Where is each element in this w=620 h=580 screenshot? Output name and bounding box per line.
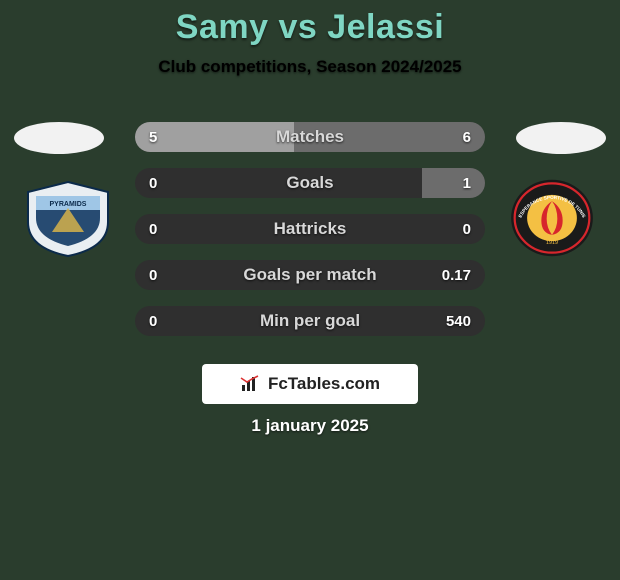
stat-label: Hattricks: [135, 214, 485, 244]
stat-row: 01Goals: [135, 168, 485, 198]
badge-left-text: PYRAMIDS: [50, 201, 87, 208]
player-left-oval: [14, 122, 104, 154]
badge-right-year: 1919: [546, 240, 558, 246]
player-right-oval: [516, 122, 606, 154]
infographic-root: Samy vs Jelassi Club competitions, Seaso…: [0, 0, 620, 580]
stat-label: Min per goal: [135, 306, 485, 336]
date-text: 1 january 2025: [0, 416, 620, 436]
brand-text: FcTables.com: [268, 374, 380, 394]
brand-box: FcTables.com: [202, 364, 418, 404]
stat-row: 00.17Goals per match: [135, 260, 485, 290]
stat-row: 00Hattricks: [135, 214, 485, 244]
stat-label: Matches: [135, 122, 485, 152]
page-title: Samy vs Jelassi: [0, 0, 620, 47]
subtitle: Club competitions, Season 2024/2025: [0, 57, 620, 77]
stat-label: Goals: [135, 168, 485, 198]
team-badge-right: 1919 ESPERANCE SPORTIVE DE TUNIS: [502, 178, 602, 258]
stat-row: 56Matches: [135, 122, 485, 152]
team-badge-left: PYRAMIDS: [18, 178, 118, 258]
stat-row: 0540Min per goal: [135, 306, 485, 336]
stat-label: Goals per match: [135, 260, 485, 290]
stats-panel: 56Matches 01Goals 00Hattricks 00.17Goals pe…: [135, 122, 485, 352]
bar-chart-icon: [240, 375, 262, 393]
